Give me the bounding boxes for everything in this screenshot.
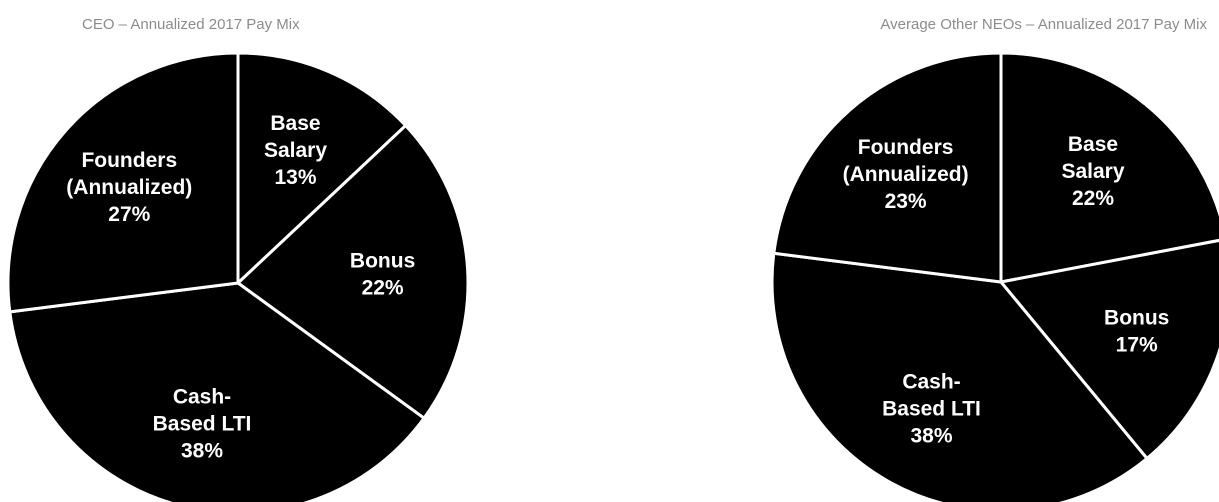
ceo-slice-label-line: (Annualized) xyxy=(66,176,192,199)
neo-pie-chart: Base Salary 22% Bonus 17% Cash- Based LTI 38% Fo… xyxy=(770,51,1219,502)
neo-slice-cash-based-lti xyxy=(770,251,1149,502)
neo-slice-label-line: Founders xyxy=(858,136,954,159)
neo-slice-label-line: Based LTI xyxy=(882,397,981,420)
neo-slice-label-line: Bonus xyxy=(1104,306,1169,329)
neo-slice-label-line: 22% xyxy=(1072,187,1114,210)
ceo-slice-label-base-salary: Base Salary 13% xyxy=(264,112,327,189)
neo-chart-title: Average Other NEOs – Annualized 2017 Pay… xyxy=(880,16,1207,33)
neo-slice-label-line: 38% xyxy=(910,424,952,447)
ceo-slice-label-line: 27% xyxy=(108,203,150,226)
neo-slice-bonus xyxy=(999,238,1219,460)
neo-slice-label-line: Salary xyxy=(1061,160,1124,183)
ceo-slice-label-line: Based LTI xyxy=(153,412,252,435)
neo-slice-base-salary xyxy=(999,51,1219,284)
neo-slice-label-bonus: Bonus 17% xyxy=(1104,306,1169,356)
neo-slice-label-line: Cash- xyxy=(902,370,960,393)
ceo-slice-label-line: Founders xyxy=(81,149,177,172)
ceo-slice-base-salary xyxy=(236,51,408,285)
neo-slice-label-line: 17% xyxy=(1116,333,1158,356)
neo-slice-label-line: 23% xyxy=(885,190,927,213)
ceo-slice-label-line: Bonus xyxy=(350,249,415,272)
ceo-slice-label-bonus: Bonus 22% xyxy=(350,249,415,299)
ceo-slice-label-cash-based-lti: Cash- Based LTI 38% xyxy=(153,385,252,462)
ceo-slice-label-line: 13% xyxy=(274,166,316,189)
ceo-slice-founders xyxy=(6,51,240,314)
ceo-pie-chart: Base Salary 13% Bonus 22% Cash- Based LTI 38% Fo… xyxy=(6,51,470,502)
neo-slice-label-cash-based-lti: Cash- Based LTI 38% xyxy=(882,370,981,447)
ceo-slice-cash-based-lti xyxy=(8,281,426,502)
ceo-slice-bonus xyxy=(236,124,470,420)
ceo-chart-title: CEO – Annualized 2017 Pay Mix xyxy=(82,16,300,33)
neo-slice-founders xyxy=(772,51,1003,284)
neo-slice-label-line: Base xyxy=(1068,133,1118,156)
ceo-slice-label-line: Cash- xyxy=(173,385,231,408)
neo-slice-label-line: (Annualized) xyxy=(843,163,969,186)
ceo-slice-label-line: 22% xyxy=(362,276,404,299)
ceo-slice-label-founders: Founders (Annualized) 27% xyxy=(66,149,192,226)
ceo-slice-label-line: Base xyxy=(270,112,320,135)
neo-slice-label-founders: Founders (Annualized) 23% xyxy=(843,136,969,213)
neo-slice-label-base-salary: Base Salary 22% xyxy=(1061,133,1124,210)
ceo-slice-label-line: 38% xyxy=(181,439,223,462)
ceo-slice-label-line: Salary xyxy=(264,139,327,162)
